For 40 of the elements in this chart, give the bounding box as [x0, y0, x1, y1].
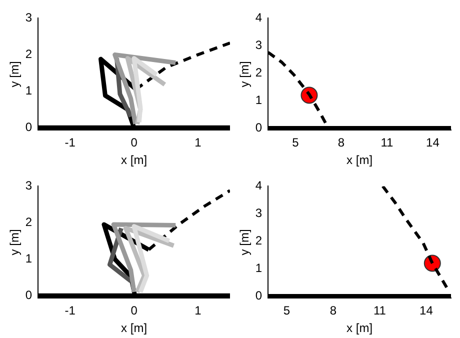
x-tick-label: 1 — [194, 136, 202, 150]
y-tick-label: 2 — [25, 46, 32, 61]
x-tick-label: 1 — [194, 304, 202, 318]
x-tick-label: 8 — [330, 304, 337, 318]
x-tick-label: 0 — [130, 136, 138, 150]
y-tick-label: 0 — [255, 288, 262, 303]
x-tick-label: 0 — [130, 304, 138, 318]
x-tick-label: 8 — [338, 136, 345, 150]
y-axis-title: y [m] — [238, 61, 252, 88]
y-tick-label: 3 — [25, 178, 32, 193]
x-tick-label: 11 — [373, 304, 386, 318]
x-axis-title: x [m] — [346, 153, 373, 168]
x-tick-label: 5 — [283, 304, 290, 318]
y-tick-label: 1 — [25, 251, 32, 266]
y-tick-label: 3 — [255, 38, 262, 52]
y-tick-label: 2 — [255, 234, 262, 248]
x-tick-label: -1 — [64, 136, 76, 150]
y-tick-label: 0 — [255, 120, 262, 135]
y-axis-title: y [m] — [8, 61, 22, 88]
x-tick-label: 14 — [426, 136, 440, 150]
y-axis-title: y [m] — [8, 229, 22, 256]
y-tick-label: 3 — [25, 10, 32, 25]
y-tick-label: 0 — [25, 120, 32, 134]
y-tick-label: 2 — [255, 66, 262, 80]
y-tick-label: 1 — [255, 261, 262, 276]
y-axis-title: y [m] — [238, 229, 252, 256]
x-axis-title: x [m] — [121, 153, 148, 168]
x-tick-label: 11 — [380, 136, 394, 150]
x-tick-label: 14 — [420, 304, 434, 318]
y-tick-label: 4 — [255, 178, 262, 193]
y-tick-label: 0 — [25, 288, 32, 302]
y-tick-label: 1 — [25, 83, 32, 98]
y-tick-label: 4 — [255, 10, 262, 25]
y-tick-label: 1 — [255, 93, 262, 108]
x-tick-label: -1 — [64, 304, 76, 318]
x-tick-label: 5 — [292, 136, 300, 150]
y-tick-label: 3 — [255, 206, 262, 220]
y-tick-label: 2 — [25, 214, 32, 229]
x-axis-title: x [m] — [121, 321, 148, 336]
x-axis-title: x [m] — [346, 321, 373, 336]
